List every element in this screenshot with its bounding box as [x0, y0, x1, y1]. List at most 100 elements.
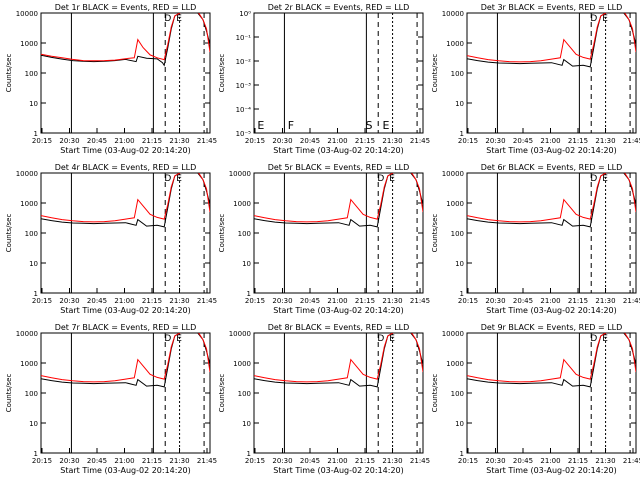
x-tick-label: 21:00: [540, 297, 560, 305]
panel-7: Det 7r BLACK = Events, RED = LLD 1 10 100 10…: [5, 323, 217, 475]
series-lld-line: [41, 13, 210, 62]
x-tick-label: 21:30: [595, 137, 615, 145]
plot-frame: [466, 12, 637, 134]
y-tick-label: 100: [238, 390, 251, 398]
x-tick-label: 20:15: [245, 457, 265, 465]
x-tick-label: 20:15: [32, 297, 52, 305]
marker-letter: E: [257, 119, 264, 132]
y-tick-label: 100: [238, 230, 251, 238]
y-tick-label: 10000: [442, 330, 464, 338]
panel-8: Det 8r BLACK = Events, RED = LLD 1 10 100 10…: [218, 323, 430, 475]
x-tick-label: 20:45: [513, 297, 533, 305]
y-tick-label: 10000: [16, 10, 38, 18]
y-tick-label: 1: [34, 130, 38, 138]
y-tick-label: 1000: [446, 40, 464, 48]
y-tick-label: 10: [242, 260, 251, 268]
y-tick-label: 10000: [16, 330, 38, 338]
marker-letter: E: [176, 14, 182, 24]
y-tick-label: 1: [460, 450, 464, 458]
plot-frame: [253, 332, 424, 454]
marker-letter: D: [590, 334, 597, 344]
y-axis-label: Counts/sec: [5, 54, 13, 93]
x-axis-label: Start Time (03-Aug-02 20:14:20): [273, 466, 404, 475]
y-axis-label: Counts/sec: [5, 214, 13, 253]
series-events-line: [41, 333, 210, 388]
y-axis-label: Counts/sec: [431, 54, 439, 93]
panel-title: Det 4r BLACK = Events, RED = LLD: [55, 163, 197, 172]
series-lld-line: [467, 173, 636, 223]
marker-letter: E: [176, 174, 182, 184]
marker-letter: D: [164, 334, 171, 344]
y-tick-label: 10⁻²: [236, 58, 252, 66]
marker-letter: E: [602, 334, 608, 344]
marker-letter: D: [377, 334, 384, 344]
series-events-line: [41, 173, 210, 228]
x-axis-label: Start Time (03-Aug-02 20:14:20): [486, 146, 617, 155]
x-tick-label: 20:30: [59, 457, 79, 465]
plot-frame: [40, 12, 211, 134]
x-axis-label: Start Time (03-Aug-02 20:14:20): [486, 306, 617, 315]
y-tick-label: 1000: [446, 360, 464, 368]
y-tick-label: 100: [451, 70, 464, 78]
y-tick-label: 100: [25, 230, 38, 238]
x-tick-label: 21:00: [327, 137, 347, 145]
x-axis-label: Start Time (03-Aug-02 20:14:20): [60, 466, 191, 475]
plot-frame: [253, 12, 424, 134]
panel-6: Det 6r BLACK = Events, RED = LLD 1 10 100 10…: [431, 163, 640, 315]
marker-letter: D: [164, 14, 171, 24]
x-tick-label: 21:30: [169, 137, 189, 145]
x-tick-label: 21:45: [410, 297, 430, 305]
y-tick-label: 10000: [16, 170, 38, 178]
x-tick-label: 21:15: [355, 137, 375, 145]
x-tick-label: 20:30: [485, 457, 505, 465]
plot-frame: [466, 172, 637, 294]
x-tick-label: 20:45: [513, 137, 533, 145]
y-tick-label: 10⁻³: [236, 82, 252, 90]
marker-letter: D: [164, 174, 171, 184]
series-lld-line: [41, 333, 210, 383]
panel-title: Det 8r BLACK = Events, RED = LLD: [268, 323, 410, 332]
x-tick-label: 21:00: [114, 457, 134, 465]
series-lld-line: [467, 333, 636, 383]
panel-title: Det 1r BLACK = Events, RED = LLD: [55, 3, 197, 12]
panel-title: Det 2r BLACK = Events, RED = LLD: [268, 3, 410, 12]
y-axis-label: Counts/sec: [5, 374, 13, 413]
panel-title: Det 3r BLACK = Events, RED = LLD: [481, 3, 623, 12]
y-tick-label: 10000: [442, 170, 464, 178]
x-axis-label: Start Time (03-Aug-02 20:14:20): [60, 146, 191, 155]
x-tick-label: 20:30: [272, 297, 292, 305]
series-events-line: [254, 173, 423, 228]
x-tick-label: 20:45: [87, 457, 107, 465]
x-tick-label: 20:45: [87, 137, 107, 145]
marker-letter: D: [377, 174, 384, 184]
y-tick-label: 1: [247, 290, 251, 298]
y-tick-label: 10: [29, 420, 38, 428]
x-tick-label: 20:30: [59, 137, 79, 145]
x-tick-label: 21:30: [382, 457, 402, 465]
x-tick-label: 21:30: [382, 137, 402, 145]
y-tick-label: 1000: [233, 200, 251, 208]
x-tick-label: 20:30: [59, 297, 79, 305]
plot-frame: [40, 172, 211, 294]
x-tick-label: 21:30: [595, 297, 615, 305]
y-tick-label: 1: [34, 450, 38, 458]
x-tick-label: 20:45: [300, 137, 320, 145]
x-tick-label: 20:15: [245, 297, 265, 305]
series-events-line: [467, 13, 636, 68]
marker-letter: E: [602, 14, 608, 24]
y-axis-label: Counts/sec: [218, 374, 226, 413]
y-tick-label: 1: [247, 450, 251, 458]
x-tick-label: 21:15: [568, 297, 588, 305]
panel-1: Det 1r BLACK = Events, RED = LLD 1 10 100 10…: [5, 3, 217, 155]
series-events-line: [467, 333, 636, 388]
x-tick-label: 21:30: [169, 457, 189, 465]
panel-3: Det 3r BLACK = Events, RED = LLD 1 10 100 10…: [431, 3, 640, 155]
series-events-line: [41, 13, 210, 67]
y-tick-label: 10: [242, 420, 251, 428]
plot-frame: [466, 332, 637, 454]
x-tick-label: 20:45: [87, 297, 107, 305]
x-tick-label: 21:15: [142, 137, 162, 145]
x-axis-label: Start Time (03-Aug-02 20:14:20): [273, 146, 404, 155]
y-tick-label: 1000: [20, 200, 38, 208]
x-tick-label: 21:45: [623, 457, 640, 465]
